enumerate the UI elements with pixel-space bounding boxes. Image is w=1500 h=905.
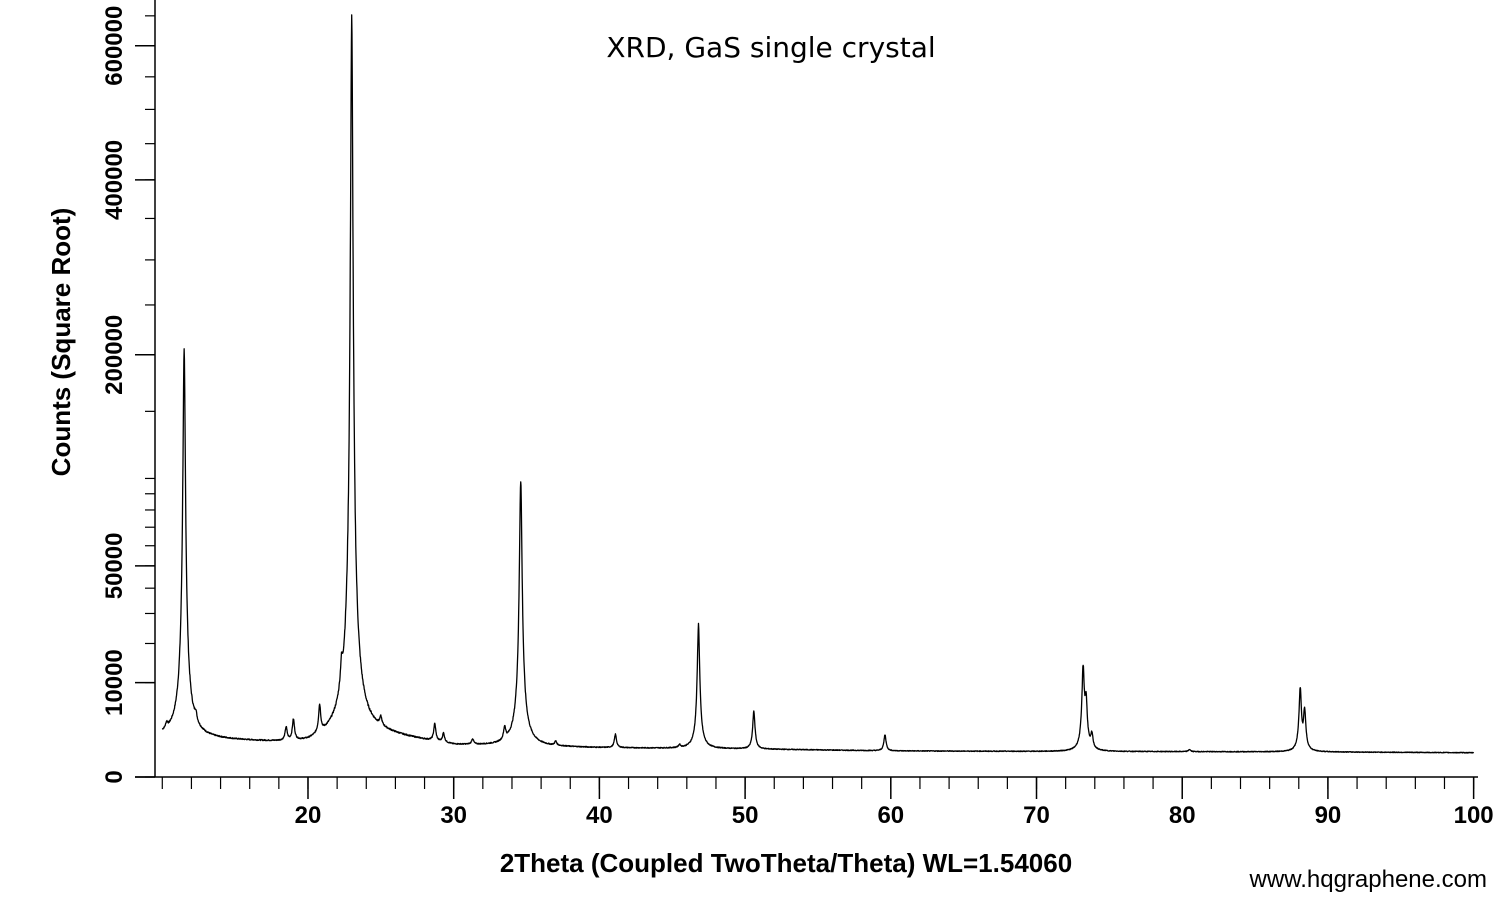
peak-point — [165, 729, 168, 732]
peak-point — [340, 698, 343, 701]
series-line-gas-xrd — [161, 14, 1475, 754]
peak-point — [519, 477, 522, 480]
x-tick-label: 90 — [1315, 802, 1342, 829]
x-tick-label: 20 — [295, 802, 322, 829]
y-tick-label: 50000 — [101, 533, 128, 600]
x-tick-label: 50 — [732, 802, 759, 829]
peak-point — [1405, 754, 1408, 757]
watermark: www.hqgraphene.com — [1249, 866, 1487, 893]
x-axis: 20 30 40 50 60 70 80 90 100 — [135, 776, 1494, 829]
x-tick-label: 100 — [1454, 802, 1494, 829]
y-tick-label: 400000 — [101, 140, 128, 220]
peak-point — [194, 726, 197, 729]
x-axis-label: 2Theta (Coupled TwoTheta/Theta) WL=1.540… — [500, 848, 1072, 878]
x-tick-label: 30 — [440, 802, 467, 829]
y-axis-label: Counts (Square Root) — [46, 208, 76, 477]
plot-area — [161, 14, 1475, 757]
x-tick-label: 80 — [1169, 802, 1196, 829]
y-axis: 0 10000 50000 200000 400000 600000 — [101, 0, 156, 784]
y-tick-label: 600000 — [101, 6, 128, 86]
y-tick-label: 10000 — [101, 649, 128, 716]
y-tick-label: 200000 — [101, 315, 128, 395]
peak-point — [379, 725, 382, 728]
x-tick-label: 70 — [1023, 802, 1050, 829]
chart-title: XRD, GaS single crystal — [606, 31, 935, 64]
x-tick-label: 40 — [586, 802, 613, 829]
x-tick-label: 60 — [877, 802, 904, 829]
y-tick-label: 0 — [101, 770, 128, 783]
